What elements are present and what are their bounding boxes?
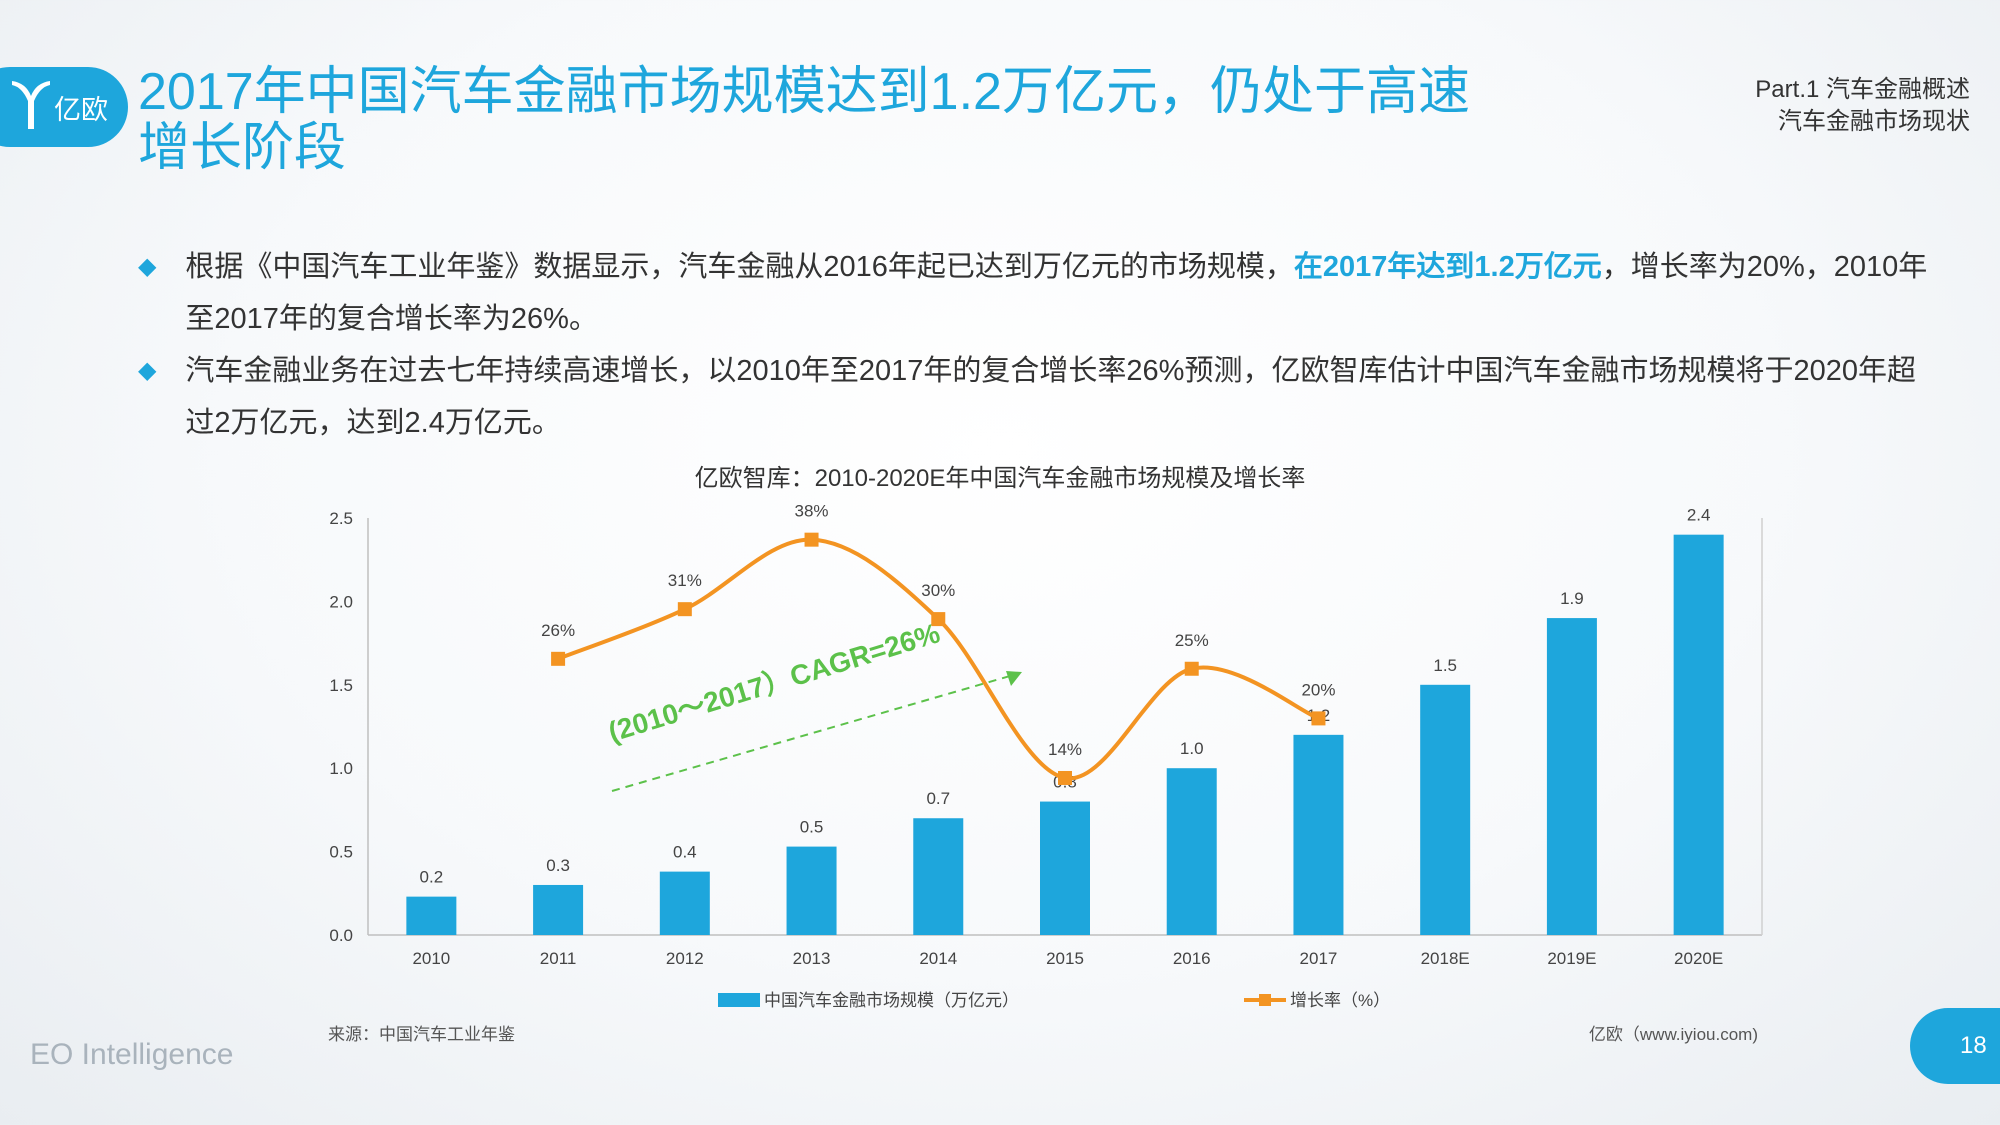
- x-tick-label: 2010: [412, 949, 450, 968]
- bar: [1546, 618, 1597, 935]
- bar-value-label: 0.5: [800, 818, 824, 837]
- cagr-arrow-head-icon: [1006, 671, 1022, 686]
- page-title: 2017年中国汽车金融市场规模达到1.2万亿元，仍处于高速增长阶段: [138, 63, 1470, 177]
- bar-value-label: 1.0: [1180, 739, 1204, 758]
- bullet-item: ◆ 汽车金融业务在过去七年持续高速增长，以2010年至2017年的复合增长率26…: [138, 345, 1938, 449]
- section-label: Part.1 汽车金融概述 汽车金融市场现状: [1755, 74, 1970, 138]
- bar-value-label: 1.9: [1560, 589, 1584, 608]
- growth-rate-label: 26%: [541, 621, 575, 640]
- x-tick-label: 2020E: [1674, 949, 1723, 968]
- highlight-text: 在2017年达到1.2万亿元: [1293, 251, 1602, 283]
- site-credit: 亿欧（www.iyiou.com): [1588, 1025, 1758, 1044]
- legend-line-label: 增长率（%）: [1290, 991, 1390, 1010]
- x-tick-label: 2011: [540, 949, 577, 968]
- section-topic: 汽车金融市场现状: [1778, 108, 1970, 135]
- y-tick-label: 1.0: [329, 759, 353, 778]
- y-tick-label: 1.5: [329, 676, 353, 695]
- cagr-arrow-line: [611, 675, 1011, 792]
- growth-rate-label: 20%: [1301, 680, 1335, 699]
- legend-bar-label: 中国汽车金融市场规模（万亿元）: [764, 991, 1019, 1010]
- bar: [659, 871, 710, 935]
- bar: [406, 896, 457, 935]
- growth-rate-marker: [931, 612, 946, 627]
- bar: [1673, 534, 1724, 935]
- bar: [1166, 768, 1217, 935]
- growth-rate-marker: [677, 602, 692, 617]
- y-tick-label: 0.0: [329, 926, 353, 945]
- bar-value-label: 0.7: [926, 789, 950, 808]
- growth-rate-marker: [804, 532, 819, 547]
- y-tick-label: 0.5: [329, 843, 353, 862]
- x-tick-label: 2017: [1300, 949, 1338, 968]
- legend-bar-swatch: [718, 993, 760, 1007]
- y-tick-label: 2.5: [329, 509, 353, 528]
- chart-title: 亿欧智库：2010-2020E年中国汽车金融市场规模及增长率: [694, 465, 1306, 492]
- source-note: 来源：中国汽车工业年鉴: [328, 1025, 515, 1044]
- x-tick-label: 2016: [1173, 949, 1211, 968]
- growth-rate-label: 25%: [1175, 631, 1209, 650]
- y-tick-label: 2.0: [329, 592, 353, 611]
- bar: [913, 818, 964, 935]
- bar-value-label: 1.5: [1433, 656, 1457, 675]
- diamond-bullet-icon: ◆: [138, 357, 157, 384]
- logo-mark-icon: [12, 81, 50, 129]
- growth-rate-marker: [1058, 770, 1072, 785]
- bar: [1040, 801, 1090, 935]
- x-tick-label: 2014: [919, 949, 957, 968]
- growth-rate-marker: [551, 651, 566, 666]
- bullet-text-2: 汽车金融业务在过去七年持续高速增长，以2010年至2017年的复合增长率26%预…: [185, 355, 1916, 439]
- x-tick-label: 2019E: [1547, 949, 1596, 968]
- bullet-text-1b: ，增长率为20%，2010年至2017年的复合增长率为26%。: [185, 251, 1928, 335]
- legend-line-marker: [1259, 994, 1271, 1006]
- x-tick-label: 2012: [666, 949, 704, 968]
- growth-rate-label: 31%: [668, 571, 702, 590]
- page-number: 18: [1910, 1008, 2000, 1084]
- section-part: Part.1 汽车金融概述: [1755, 76, 1970, 103]
- growth-rate-label: 38%: [795, 502, 829, 521]
- x-tick-label: 2013: [793, 949, 831, 968]
- x-tick-label: 2015: [1046, 949, 1084, 968]
- diamond-bullet-icon: ◆: [138, 253, 157, 280]
- footer-brand: EO Intelligence: [30, 1038, 234, 1071]
- bar: [533, 884, 584, 935]
- bullet-text: 根据《中国汽车工业年鉴》数据显示，汽车金融从2016年起已达到万亿元的市场规模，…: [185, 241, 1938, 345]
- logo: 亿欧: [0, 67, 128, 147]
- growth-rate-marker: [1311, 711, 1326, 726]
- cagr-annotation-text: (2010～2017）CAGR=26%: [604, 616, 943, 747]
- bullet-list: ◆ 根据《中国汽车工业年鉴》数据显示，汽车金融从2016年起已达到万亿元的市场规…: [138, 241, 1938, 449]
- bar: [786, 846, 837, 935]
- growth-rate-label: 14%: [1048, 740, 1082, 759]
- bullet-item: ◆ 根据《中国汽车工业年鉴》数据显示，汽车金融从2016年起已达到万亿元的市场规…: [138, 241, 1938, 345]
- bar-value-label: 0.4: [673, 843, 697, 862]
- bar: [1420, 684, 1471, 935]
- bar-value-label: 2.4: [1687, 506, 1711, 525]
- growth-rate-marker: [1184, 661, 1199, 676]
- x-tick-label: 2018E: [1421, 949, 1470, 968]
- bar-value-label: 0.3: [546, 856, 570, 875]
- logo-text: 亿欧: [54, 94, 108, 125]
- growth-rate-label: 30%: [921, 581, 955, 600]
- bar: [1293, 734, 1344, 935]
- bar-value-label: 0.2: [420, 868, 444, 887]
- bullet-text-1a: 根据《中国汽车工业年鉴》数据显示，汽车金融从2016年起已达到万亿元的市场规模，: [185, 251, 1294, 283]
